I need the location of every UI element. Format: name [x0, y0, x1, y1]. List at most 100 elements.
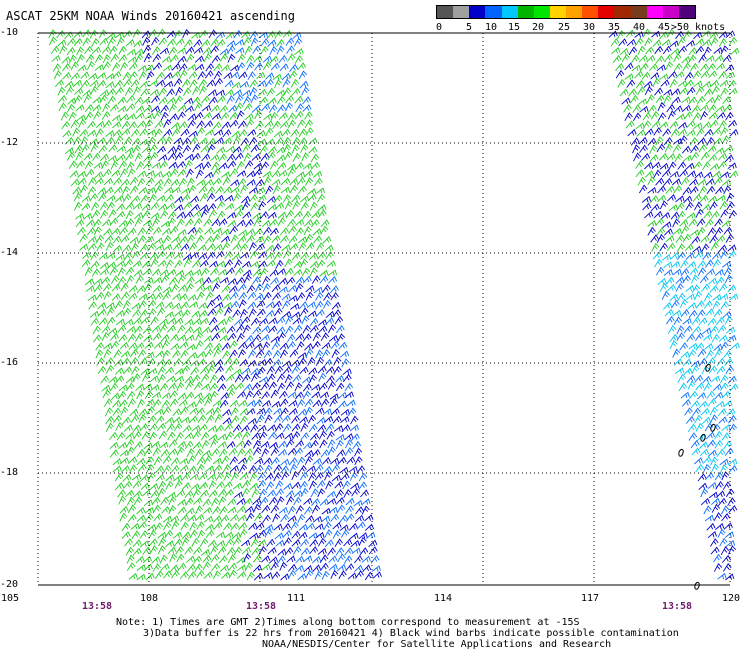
wind-barb [665, 185, 675, 194]
wind-barb [215, 481, 225, 490]
wind-barb [312, 399, 322, 408]
wind-barb [677, 128, 688, 137]
wind-barb [77, 177, 87, 186]
wind-barb [161, 399, 170, 409]
wind-barb [189, 251, 200, 259]
wind-barb [305, 285, 315, 293]
wind-barb [692, 112, 702, 121]
wind-barb [179, 69, 188, 79]
wind-barb [102, 54, 111, 64]
wind-barb [320, 225, 329, 235]
wind-barb [199, 259, 209, 268]
wind-barb [163, 234, 172, 244]
wind-barb [151, 217, 161, 227]
wind-barb [724, 145, 734, 153]
wind-barb [252, 564, 263, 573]
wind-barb [129, 185, 139, 195]
wind-barb [312, 340, 321, 350]
wind-barb [333, 425, 344, 432]
wind-barb [183, 258, 192, 268]
wind-barb [322, 284, 331, 294]
scale-swatch [678, 6, 695, 18]
wind-barb [188, 130, 198, 138]
wind-barb [236, 219, 246, 227]
wind-barb [212, 406, 222, 416]
wind-barb [99, 201, 109, 211]
wind-barb [700, 110, 709, 120]
wind-barb [155, 301, 165, 309]
wind-barb [300, 201, 309, 211]
wind-barb [57, 95, 67, 103]
wind-barb [121, 531, 131, 539]
wind-barb [298, 523, 308, 531]
wind-barb [123, 424, 133, 432]
wind-barb [251, 382, 261, 391]
wind-barb [333, 365, 342, 375]
wind-barb [297, 352, 307, 359]
wind-barb [701, 203, 711, 212]
wind-barb [335, 489, 344, 499]
latitude-label: -14 [0, 247, 19, 258]
wind-barb [270, 457, 280, 466]
wind-barb [212, 294, 222, 302]
wind-barb [683, 195, 693, 204]
wind-barb [140, 482, 150, 491]
wind-barb [92, 325, 102, 335]
wind-barb [151, 162, 162, 169]
wind-barb [177, 392, 187, 401]
wind-barb [169, 564, 179, 573]
wind-barb [89, 310, 100, 318]
wind-barb [277, 448, 288, 457]
wind-barb [322, 408, 332, 416]
wind-barb [372, 571, 382, 579]
wind-barb [634, 31, 644, 38]
wind-barb [304, 343, 314, 351]
wind-barb [266, 30, 276, 39]
wind-barb [95, 120, 105, 129]
wind-barb [319, 269, 329, 277]
wind-barb [180, 128, 190, 137]
wind-barb [682, 186, 692, 195]
wind-barb [81, 259, 91, 268]
wind-barb [721, 135, 731, 145]
wind-barb [92, 152, 101, 162]
wind-barb [305, 291, 314, 301]
wind-barb [345, 505, 354, 514]
wind-barb [663, 89, 673, 96]
wind-barb [102, 103, 111, 113]
wind-barb [308, 480, 318, 490]
wind-barb [700, 63, 709, 72]
wind-barb [203, 515, 214, 523]
wind-barb [328, 555, 338, 563]
wind-barb [98, 192, 107, 202]
wind-barb [688, 96, 698, 105]
wind-barb [221, 293, 231, 302]
wind-barb [177, 499, 187, 506]
wind-barb [695, 464, 704, 473]
wind-barb [654, 258, 663, 268]
wind-barb [138, 521, 148, 530]
wind-barb [335, 375, 345, 383]
wind-barb [230, 234, 239, 244]
wind-barb [350, 415, 359, 425]
wind-barb [621, 97, 631, 105]
wind-barb [219, 276, 230, 284]
wind-barb [210, 38, 219, 47]
wind-barb [84, 45, 93, 55]
wind-barb [278, 506, 289, 514]
wind-barb [308, 367, 318, 375]
wind-barb [199, 204, 209, 212]
wind-barb [227, 554, 237, 564]
wind-barb [248, 465, 257, 474]
wind-barb [168, 382, 178, 391]
wind-barb [277, 217, 286, 227]
wind-barb [174, 204, 184, 212]
wind-barb [83, 152, 93, 161]
wind-barb [250, 202, 259, 212]
wind-barb [721, 220, 731, 228]
wind-barb [274, 79, 283, 89]
wind-barb [122, 474, 132, 482]
wind-barb [327, 380, 337, 390]
wind-barb [166, 97, 176, 105]
wind-barb [119, 61, 129, 71]
